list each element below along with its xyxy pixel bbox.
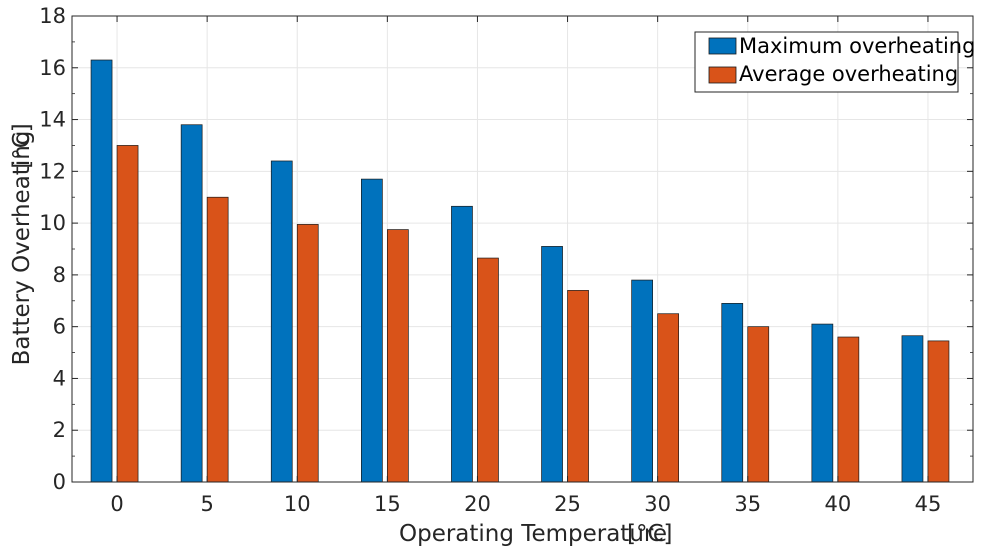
x-tick-label: 15	[374, 492, 401, 516]
plot-frame	[71, 15, 974, 483]
bar-maximum-overheating	[901, 335, 924, 483]
y-axis-title: Battery Overheating	[9, 131, 35, 366]
bar-average-overheating	[567, 290, 589, 483]
y-tick-label: 12	[39, 159, 66, 183]
x-tick-label: 40	[824, 492, 851, 516]
x-axis-unit: [°C]	[627, 521, 673, 547]
bar-maximum-overheating	[361, 178, 383, 483]
bar-average-overheating	[477, 257, 499, 483]
y-tick-label: 10	[39, 211, 66, 235]
bar-maximum-overheating	[721, 303, 744, 483]
bar-maximum-overheating	[811, 323, 834, 483]
bar-average-overheating	[116, 145, 139, 483]
legend-label-average: Average overheating	[739, 62, 958, 86]
x-tick-label: 20	[464, 492, 491, 516]
y-tick-label: 16	[39, 56, 66, 80]
bar-maximum-overheating	[631, 279, 654, 483]
x-tick-label: 10	[284, 492, 311, 516]
x-tick-label: 0	[110, 492, 123, 516]
y-tick-label: 8	[53, 263, 66, 287]
y-axis-unit: [°C]	[9, 123, 35, 169]
bar-average-overheating	[206, 196, 229, 483]
legend: Maximum overheating Average overheating	[694, 31, 975, 93]
y-tick-label: 2	[53, 418, 66, 442]
bar-average-overheating	[927, 340, 950, 483]
y-tick-label: 4	[53, 366, 66, 390]
y-tick-label: 6	[53, 315, 66, 339]
bar-maximum-overheating	[90, 59, 113, 483]
y-tick-label: 14	[39, 108, 66, 132]
bar-average-overheating	[747, 326, 770, 483]
bars	[90, 59, 950, 483]
bar-maximum-overheating	[270, 160, 293, 483]
bar-average-overheating	[387, 229, 409, 483]
legend-box	[694, 31, 959, 93]
bar-maximum-overheating	[541, 246, 563, 483]
legend-swatch-average	[708, 66, 737, 84]
bar-average-overheating	[657, 313, 680, 483]
bar-average-overheating	[296, 224, 319, 483]
x-axis-title: Operating Temperature	[399, 521, 667, 547]
bar-average-overheating	[837, 336, 860, 483]
bar-maximum-overheating	[180, 124, 203, 483]
x-tick-label: 25	[554, 492, 581, 516]
x-tick-label: 5	[200, 492, 213, 516]
x-tick-label: 35	[734, 492, 761, 516]
legend-label-maximum: Maximum overheating	[739, 34, 975, 58]
y-tick-label: 0	[53, 470, 66, 494]
tick-labels: 0 2 4 6 8 10 12 14 16 18 0 5 10 15 20 25 30 35 40 45	[39, 4, 941, 516]
bar-maximum-overheating	[451, 205, 473, 483]
y-tick-label: 18	[39, 4, 66, 28]
x-tick-label: 30	[644, 492, 671, 516]
legend-swatch-maximum	[708, 37, 737, 55]
axes	[71, 15, 974, 483]
x-tick-label: 45	[915, 492, 942, 516]
